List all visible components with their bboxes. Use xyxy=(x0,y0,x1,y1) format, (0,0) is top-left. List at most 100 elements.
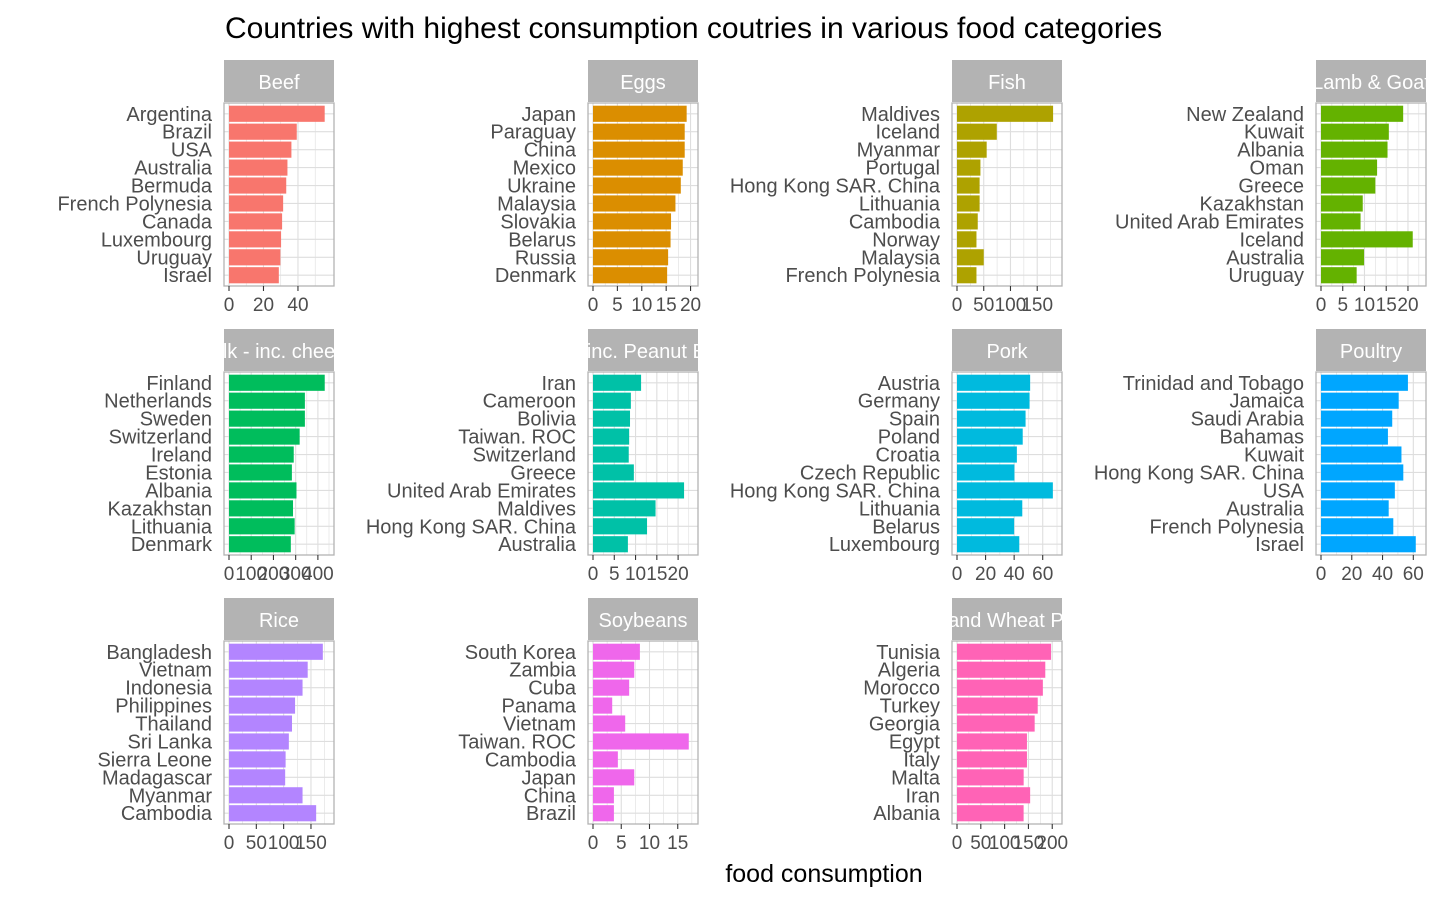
category-label: Lithuania xyxy=(859,193,941,215)
strip-label-pork: Pork xyxy=(986,341,1028,363)
category-label: Finland xyxy=(146,373,212,395)
bar-rice-bangladesh xyxy=(229,643,323,660)
x-tick-label: 20 xyxy=(1341,564,1362,585)
x-tick-label: 5 xyxy=(1337,295,1348,316)
bar-wheat-and-wheat-products-italy xyxy=(957,751,1027,768)
bar-rice-cambodia xyxy=(229,805,317,822)
x-tick-label: 50 xyxy=(973,295,994,316)
bar-fish-lithuania xyxy=(957,195,980,212)
category-label: Croatia xyxy=(876,445,941,467)
panel-border xyxy=(223,371,335,556)
bar-beef-luxembourg xyxy=(229,231,282,248)
category-label: China xyxy=(524,785,577,807)
bar-soybeans-japan xyxy=(593,769,635,786)
bar-beef-brazil xyxy=(229,123,297,140)
bar-wheat-and-wheat-products-albania xyxy=(957,805,1024,822)
category-label: Spain xyxy=(889,409,940,431)
bar-soybeans-china xyxy=(593,787,614,804)
category-label: Thailand xyxy=(135,714,212,736)
category-label: Kazakhstan xyxy=(1199,193,1304,215)
bar-rice-myanmar xyxy=(229,787,303,804)
category-label: United Arab Emirates xyxy=(1115,211,1304,233)
bar-pork-luxembourg xyxy=(957,536,1020,553)
bar-fish-maldives xyxy=(957,105,1054,122)
bar-fish-norway xyxy=(957,231,977,248)
category-label: South Korea xyxy=(465,642,577,664)
x-tick-label: 15 xyxy=(656,295,677,316)
category-label: Australia xyxy=(134,158,213,180)
category-label: Saudi Arabia xyxy=(1191,409,1305,431)
x-tick-label: 0 xyxy=(224,833,235,854)
bar-fish-malaysia xyxy=(957,249,984,266)
category-label: Tunisia xyxy=(876,642,941,664)
category-label: Hong Kong SAR. China xyxy=(1094,462,1305,484)
category-label: Belarus xyxy=(508,229,576,251)
bar-eggs-china xyxy=(593,141,685,158)
category-label: Brazil xyxy=(162,122,212,144)
bar-milk-inc-cheese-sweden xyxy=(229,410,305,427)
strip-pork xyxy=(952,329,1062,371)
category-label: Cameroon xyxy=(483,391,576,413)
bar-pork-belarus xyxy=(957,518,1015,535)
bar-lamb-goat-iceland xyxy=(1321,231,1413,248)
bar-wheat-and-wheat-products-malta xyxy=(957,769,1024,786)
category-label: Iran xyxy=(906,785,940,807)
category-label: Czech Republic xyxy=(800,462,940,484)
bar-poultry-kuwait xyxy=(1321,446,1402,463)
facet-rice: Rice BangladeshVietnamIndonesiaPhilippine… xyxy=(97,598,335,854)
category-label: Luxembourg xyxy=(101,229,212,251)
category-label: Malta xyxy=(891,767,941,789)
bar-pork-lithuania xyxy=(957,500,1023,517)
x-tick-label: 200 xyxy=(1036,833,1068,854)
strip-rice xyxy=(224,598,334,640)
bar-eggs-japan xyxy=(593,105,687,122)
category-label: French Polynesia xyxy=(57,193,212,215)
category-label: Canada xyxy=(142,211,213,233)
bar-pork-germany xyxy=(957,392,1030,409)
bar-beef-bermuda xyxy=(229,177,287,194)
category-label: Cambodia xyxy=(121,803,213,825)
facet-nuts-inc-peanut-butter: Nuts inc. Peanut Butter IranCameroonBoliv… xyxy=(366,329,699,585)
category-label: Vietnam xyxy=(503,714,576,736)
bar-beef-usa xyxy=(229,141,292,158)
bar-wheat-and-wheat-products-georgia xyxy=(957,715,1035,732)
category-label: Kazakhstan xyxy=(107,498,212,520)
chart-title: Countries with highest consumption coutr… xyxy=(225,12,1162,45)
bar-nuts-inc-peanut-butter-bolivia xyxy=(593,410,631,427)
category-label: Sweden xyxy=(140,409,212,431)
category-label: Bolivia xyxy=(517,409,577,431)
panel-border xyxy=(951,102,1063,287)
x-tick-label: 5 xyxy=(616,833,627,854)
bar-eggs-belarus xyxy=(593,231,671,248)
bar-poultry-trinidad-and-tobago xyxy=(1321,374,1408,391)
category-label: Australia xyxy=(1226,498,1305,520)
bar-rice-indonesia xyxy=(229,679,303,696)
bar-lamb-goat-united-arab-emirates xyxy=(1321,213,1361,230)
bar-beef-australia xyxy=(229,159,288,176)
bar-milk-inc-cheese-estonia xyxy=(229,464,292,481)
strip-label-milk-inc-cheese: Milk - inc. cheese xyxy=(202,341,357,363)
bar-eggs-russia xyxy=(593,249,669,266)
strip-label-fish: Fish xyxy=(988,72,1026,94)
strip-label-wheat-and-wheat-products: Wheat and Wheat Products xyxy=(885,610,1130,632)
category-label: Lithuania xyxy=(131,516,213,538)
category-label: Slovakia xyxy=(500,211,576,233)
strip-nuts-inc-peanut-butter xyxy=(588,329,698,371)
bar-lamb-goat-uruguay xyxy=(1321,267,1357,284)
bar-soybeans-cuba xyxy=(593,679,630,696)
panel-border xyxy=(223,102,335,287)
x-tick-label: 200 xyxy=(258,564,290,585)
category-label: Australia xyxy=(1226,247,1305,269)
category-label: Austria xyxy=(878,373,941,395)
category-label: USA xyxy=(1263,480,1305,502)
category-label: Philippines xyxy=(115,696,212,718)
bar-poultry-saudi-arabia xyxy=(1321,410,1393,427)
bar-nuts-inc-peanut-butter-switzerland xyxy=(593,446,629,463)
x-tick-label: 100 xyxy=(995,295,1027,316)
strip-label-eggs: Eggs xyxy=(620,72,666,94)
strip-lamb-goat xyxy=(1316,60,1426,102)
panel-border xyxy=(1315,102,1427,287)
category-label: Albania xyxy=(873,803,941,825)
